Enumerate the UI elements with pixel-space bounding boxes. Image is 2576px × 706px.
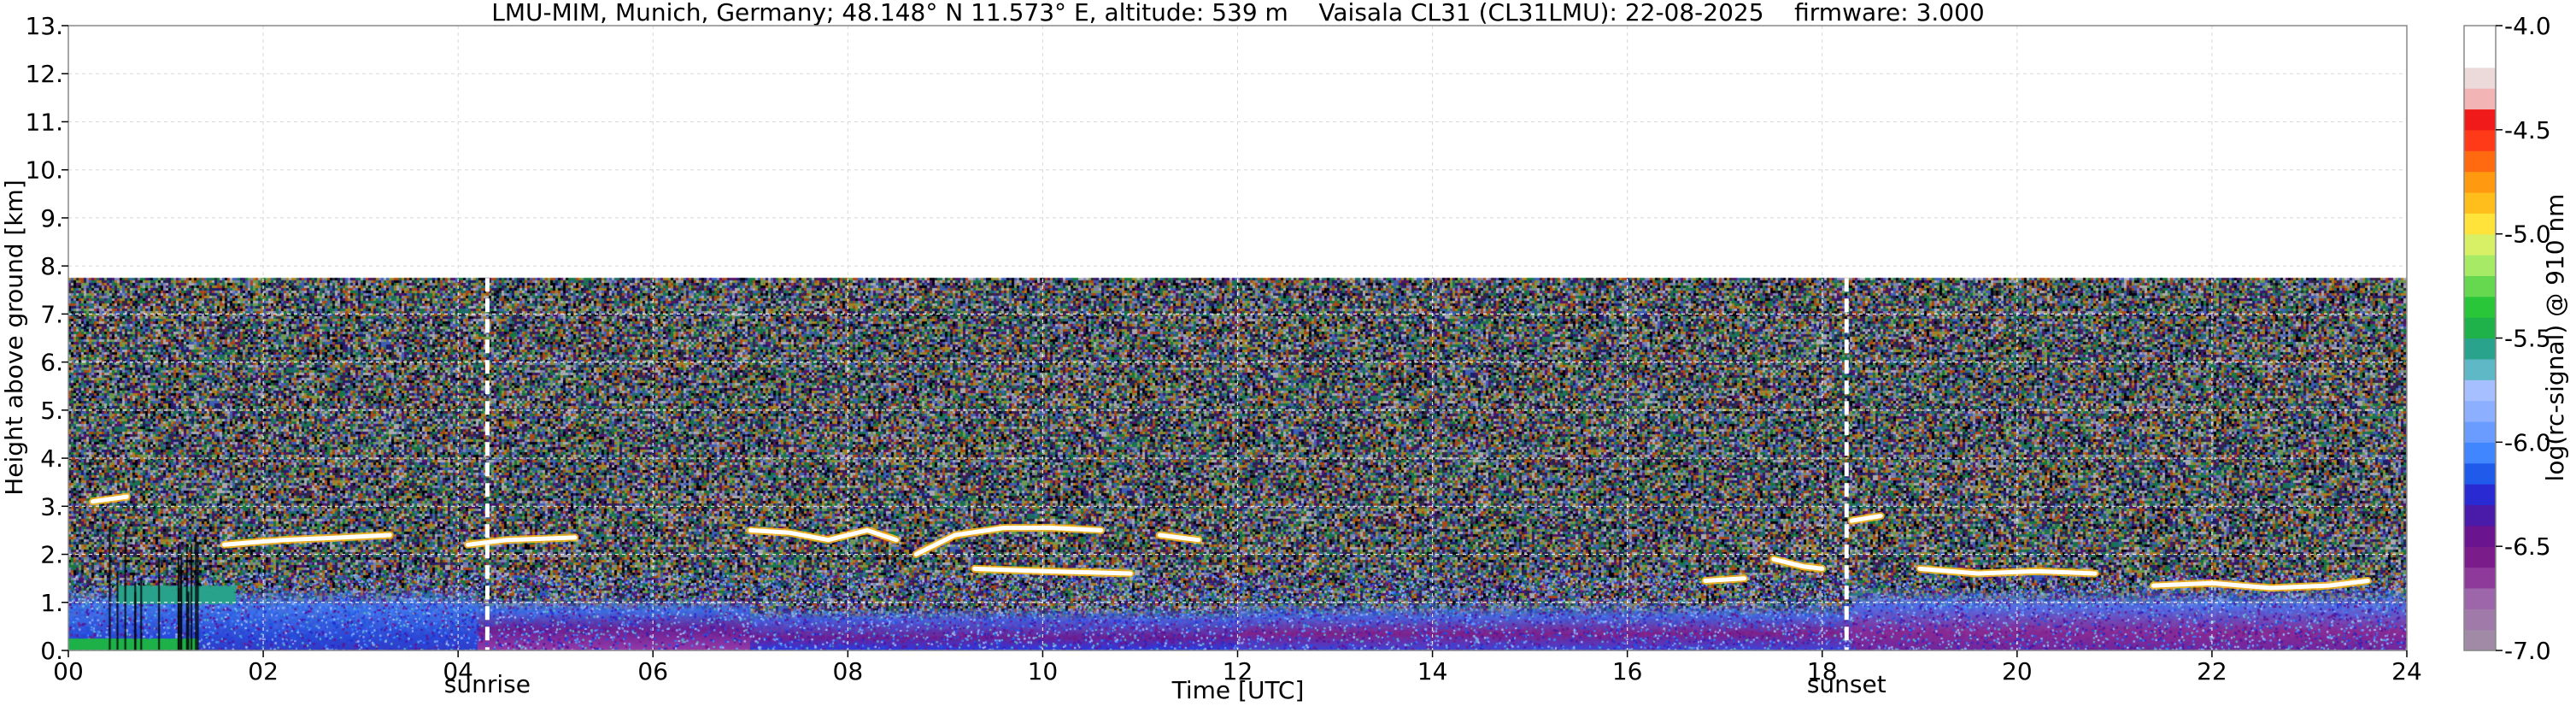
colorbar-tick-label: -4.5 bbox=[2504, 116, 2551, 144]
colorbar-segment bbox=[2464, 171, 2496, 193]
colorbar-segment bbox=[2464, 296, 2496, 318]
x-tick-label: 16 bbox=[1612, 657, 1643, 685]
colorbar-segment bbox=[2464, 400, 2496, 422]
annotation-labels: sunrise sunset bbox=[444, 670, 1887, 698]
colorbar-segment bbox=[2464, 609, 2496, 631]
sun-markers bbox=[484, 278, 1849, 650]
sunset-label: sunset bbox=[1807, 670, 1887, 698]
y-tick-label: 12. bbox=[25, 60, 63, 88]
y-axis: 0. 1. 2. 3. 4. 5. 6. 7. 8. 9. 10. 11. 12. 13. bbox=[25, 12, 68, 665]
backscatter-raster bbox=[68, 26, 2407, 650]
colorbar-segment bbox=[2464, 275, 2496, 297]
x-tick-label: 06 bbox=[637, 657, 668, 685]
colorbar-segment bbox=[2464, 233, 2496, 256]
colorbar-segment bbox=[2464, 421, 2496, 443]
y-tick-label: 2. bbox=[40, 541, 63, 569]
x-tick-label: 14 bbox=[1417, 657, 1448, 685]
colorbar-segment bbox=[2464, 379, 2496, 402]
cloud-layer bbox=[222, 532, 392, 547]
y-tick-label: 3. bbox=[40, 492, 63, 521]
colorbar-segment bbox=[2464, 317, 2496, 339]
colorbar-segment bbox=[2464, 255, 2496, 276]
chart-title: LMU-MIM, Munich, Germany; 48.148° N 11.5… bbox=[491, 0, 1985, 26]
y-tick-label: 1. bbox=[40, 589, 63, 617]
x-tick-label: 12 bbox=[1223, 657, 1253, 685]
y-tick-label: 4. bbox=[40, 444, 63, 473]
grid-lines bbox=[68, 26, 2407, 650]
colorbar-segment bbox=[2464, 587, 2496, 609]
colorbar-segment bbox=[2464, 46, 2496, 68]
plot-area bbox=[67, 25, 2408, 651]
cloud-layer bbox=[1849, 514, 1883, 523]
colorbar-segment bbox=[2464, 213, 2496, 235]
colorbar-segment bbox=[2464, 567, 2496, 589]
x-tick-label: 20 bbox=[2002, 657, 2033, 685]
colorbar-label: log(rc-signal) @ 910 nm bbox=[2541, 194, 2569, 482]
colorbar-segment bbox=[2464, 338, 2496, 360]
colorbar-segment bbox=[2464, 525, 2496, 547]
colorbar: -4.0 -4.5 -5.0 -5.5 -6.0 -6.5 -7.0 bbox=[2463, 12, 2551, 665]
colorbar-segment bbox=[2464, 462, 2496, 485]
x-tick-label: 24 bbox=[2391, 657, 2422, 685]
colorbar-segment bbox=[2464, 442, 2496, 464]
cloud-layer bbox=[748, 527, 899, 543]
y-tick-label: 9. bbox=[40, 204, 63, 232]
colorbar-segment bbox=[2464, 129, 2496, 151]
colorbar-segment bbox=[2464, 358, 2496, 380]
cloud-layer bbox=[91, 494, 129, 504]
y-tick-label: 8. bbox=[40, 252, 63, 280]
colorbar-segment bbox=[2464, 26, 2496, 47]
colorbar-tick-label: -6.5 bbox=[2504, 532, 2551, 561]
cloud-layer bbox=[1703, 576, 1746, 583]
y-tick-label: 11. bbox=[25, 108, 63, 136]
y-tick-label: 7. bbox=[40, 300, 63, 328]
colorbar-segment bbox=[2464, 191, 2496, 214]
colorbar-tick-label: -5.0 bbox=[2504, 221, 2551, 249]
x-axis-label: Time [UTC] bbox=[1171, 676, 1305, 704]
cloud-layer bbox=[972, 566, 1133, 576]
x-tick-label: 22 bbox=[2197, 657, 2227, 685]
colorbar-segment bbox=[2464, 484, 2496, 506]
x-tick-label: 10 bbox=[1028, 657, 1059, 685]
colorbar-tick-label: -4.0 bbox=[2504, 12, 2551, 40]
sunrise-label: sunrise bbox=[444, 670, 531, 698]
y-tick-label: 0. bbox=[40, 637, 63, 665]
cloud-layer bbox=[1917, 566, 2098, 576]
cloud-layer bbox=[1157, 532, 1201, 543]
y-axis-label: Height above ground [km] bbox=[0, 179, 28, 496]
colorbar-segment bbox=[2464, 546, 2496, 568]
y-tick-label: 10. bbox=[25, 156, 63, 185]
colorbar-segment bbox=[2464, 88, 2496, 110]
colorbar-segment bbox=[2464, 67, 2496, 89]
cloud-layer bbox=[1771, 556, 1825, 571]
colorbar-tick-label: -7.0 bbox=[2504, 637, 2551, 665]
y-tick-label: 5. bbox=[40, 397, 63, 425]
colorbar-segment bbox=[2464, 504, 2496, 527]
x-tick-label: 08 bbox=[833, 657, 864, 685]
cloud-layer bbox=[913, 526, 1104, 556]
colorbar-tick-label: -5.5 bbox=[2504, 325, 2551, 353]
backscatter-field bbox=[68, 26, 2407, 650]
colorbar-segment bbox=[2464, 629, 2496, 651]
x-axis: 00 02 04 06 08 10 12 14 16 18 20 22 24 bbox=[53, 650, 2422, 685]
x-tick-label: 00 bbox=[53, 657, 84, 685]
y-tick-label: 13. bbox=[25, 12, 63, 40]
x-tick-label: 04 bbox=[443, 657, 473, 685]
colorbar-tick-label: -6.0 bbox=[2504, 428, 2551, 456]
colorbar-segment bbox=[2464, 150, 2496, 173]
cloud-layer bbox=[466, 535, 578, 547]
y-tick-label: 6. bbox=[40, 349, 63, 377]
cloud-layer bbox=[2151, 579, 2370, 591]
x-tick-label: 18 bbox=[1807, 657, 1838, 685]
cloud-layers bbox=[89, 492, 2372, 592]
colorbar-segment bbox=[2464, 109, 2496, 131]
x-tick-label: 02 bbox=[248, 657, 279, 685]
